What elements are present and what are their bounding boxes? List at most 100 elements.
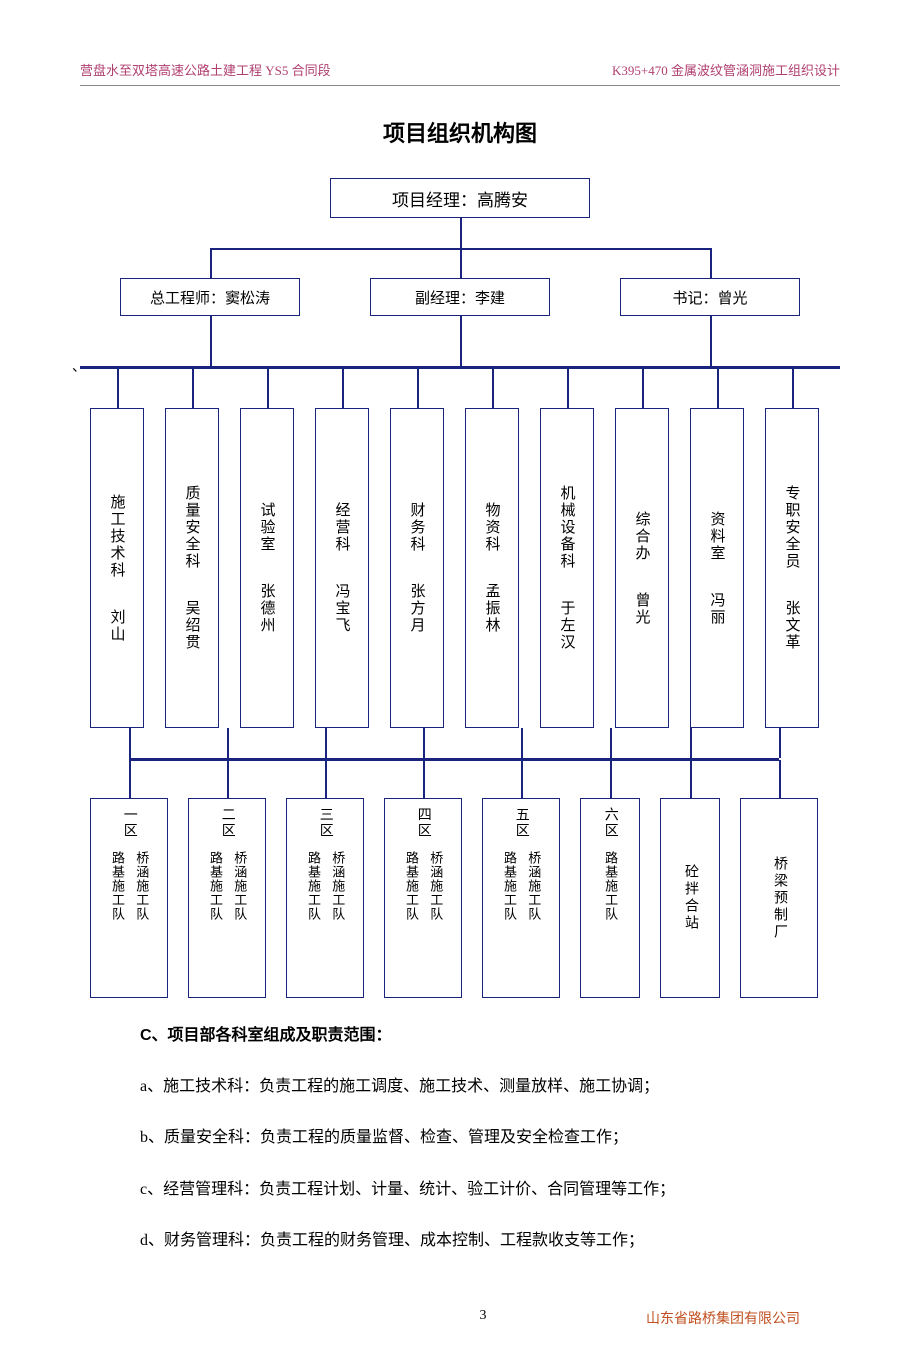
team-simple-label: 砼拌合站 — [680, 864, 700, 932]
team-node: 一区 路基施工队 桥涵施工队 — [90, 798, 168, 998]
connector — [129, 728, 131, 758]
node-secretary: 书记：曾光 — [620, 278, 800, 316]
team-zone: 一区 — [119, 807, 139, 839]
header-right: K395+470 金属波纹管涵洞施工组织设计 — [612, 60, 840, 79]
dept-node: 施工技术科刘山 — [90, 408, 144, 728]
dept-title: 试验室 — [257, 502, 278, 553]
header-left: 营盘水至双塔高速公路土建工程 YS5 合同段 — [80, 60, 331, 79]
connector — [227, 760, 229, 798]
team-node: 二区 路基施工队 桥涵施工队 — [188, 798, 266, 998]
connector — [210, 248, 212, 278]
node-deputy-manager: 副经理：李建 — [370, 278, 550, 316]
connector — [117, 368, 119, 408]
node-project-manager: 项目经理：高腾安 — [330, 178, 590, 218]
dept-node: 试验室张德州 — [240, 408, 294, 728]
dept-title: 机械设备科 — [557, 485, 578, 570]
team-node-prefab: 桥梁预制厂 — [740, 798, 818, 998]
dept-node: 机械设备科于左汉 — [540, 408, 594, 728]
dept-title: 财务科 — [407, 502, 428, 553]
pm-label: 项目经理：高腾安 — [392, 186, 528, 211]
connector — [460, 248, 462, 278]
team-zone: 五区 — [511, 807, 531, 839]
connector — [342, 368, 344, 408]
connector — [210, 316, 212, 366]
mid-label: 书记：曾光 — [672, 287, 747, 308]
team-col: 桥涵施工队 — [426, 851, 444, 921]
page-footer: 3 山东省路桥集团有限公司 — [80, 1308, 840, 1328]
connector — [710, 248, 712, 278]
team-col: 桥涵施工队 — [132, 851, 150, 921]
dept-title: 施工技术科 — [107, 494, 128, 579]
dept-node: 资料室冯丽 — [690, 408, 744, 728]
dept-person: 冯宝飞 — [332, 583, 353, 634]
dept-person: 吴绍贯 — [182, 600, 203, 651]
connector — [610, 760, 612, 798]
team-col: 桥涵施工队 — [328, 851, 346, 921]
dept-person: 曾光 — [632, 592, 653, 626]
dept-title: 质量安全科 — [182, 485, 203, 570]
node-chief-engineer: 总工程师：窦松涛 — [120, 278, 300, 316]
dept-node: 专职安全员张文革 — [765, 408, 819, 728]
connector — [690, 728, 692, 758]
body-item: b、质量安全科：负责工程的质量监督、检查、管理及安全检查工作； — [140, 1120, 810, 1155]
connector — [492, 368, 494, 408]
team-col: 桥涵施工队 — [524, 851, 542, 921]
connector — [423, 760, 425, 798]
section-heading: C、项目部各科室组成及职责范围： — [140, 1018, 810, 1053]
connector — [792, 368, 794, 408]
team-node: 三区 路基施工队 桥涵施工队 — [286, 798, 364, 998]
connector — [423, 728, 425, 758]
dept-person: 孟振林 — [482, 583, 503, 634]
connector — [267, 368, 269, 408]
page-number: 3 — [320, 1308, 646, 1328]
connector — [460, 218, 462, 248]
team-zone: 六区 — [600, 807, 620, 839]
dept-node: 质量安全科吴绍贯 — [165, 408, 219, 728]
dept-title: 物资科 — [482, 502, 503, 553]
connector — [325, 760, 327, 798]
connector — [417, 368, 419, 408]
dept-title: 经营科 — [332, 502, 353, 553]
team-col: 路基施工队 — [402, 851, 420, 921]
team-col: 路基施工队 — [304, 851, 322, 921]
team-col: 桥涵施工队 — [230, 851, 248, 921]
body-item: d、财务管理科：负责工程的财务管理、成本控制、工程款收支等工作； — [140, 1223, 810, 1258]
team-col: 路基施工队 — [206, 851, 224, 921]
connector — [567, 368, 569, 408]
team-node: 六区 路基施工队 — [580, 798, 640, 998]
dept-node: 物资科孟振林 — [465, 408, 519, 728]
dept-node: 经营科冯宝飞 — [315, 408, 369, 728]
team-zone: 四区 — [413, 807, 433, 839]
dept-person: 冯丽 — [707, 592, 728, 626]
team-col: 路基施工队 — [601, 851, 619, 921]
mid-label: 总工程师：窦松涛 — [150, 287, 270, 308]
connector — [690, 760, 692, 798]
dept-person: 张文革 — [782, 600, 803, 651]
page-header: 营盘水至双塔高速公路土建工程 YS5 合同段 K395+470 金属波纹管涵洞施… — [80, 60, 840, 86]
chart-title: 项目组织机构图 — [80, 116, 840, 148]
team-zone: 二区 — [217, 807, 237, 839]
connector — [642, 368, 644, 408]
connector — [192, 368, 194, 408]
dept-node: 综合办曾光 — [615, 408, 669, 728]
connector — [779, 760, 781, 798]
body-text: C、项目部各科室组成及职责范围： a、施工技术科：负责工程的施工调度、施工技术、… — [140, 1018, 810, 1258]
connector — [717, 368, 719, 408]
team-node: 四区 路基施工队 桥涵施工队 — [384, 798, 462, 998]
connector — [129, 760, 131, 798]
body-item: c、经营管理科：负责工程计划、计量、统计、验工计价、合同管理等工作； — [140, 1172, 810, 1207]
connector — [710, 316, 712, 366]
connector — [227, 728, 229, 758]
dept-person: 刘山 — [107, 609, 128, 643]
connector — [779, 728, 781, 758]
team-node-mixing: 砼拌合站 — [660, 798, 720, 998]
dept-person: 张德州 — [257, 583, 278, 634]
footer-company: 山东省路桥集团有限公司 — [646, 1308, 800, 1328]
team-col: 路基施工队 — [500, 851, 518, 921]
dept-title: 专职安全员 — [782, 485, 803, 570]
dept-person: 张方月 — [407, 583, 428, 634]
team-simple-label: 桥梁预制厂 — [769, 856, 789, 941]
mid-label: 副经理：李建 — [415, 287, 505, 308]
connector — [521, 760, 523, 798]
dept-bus — [80, 366, 840, 369]
